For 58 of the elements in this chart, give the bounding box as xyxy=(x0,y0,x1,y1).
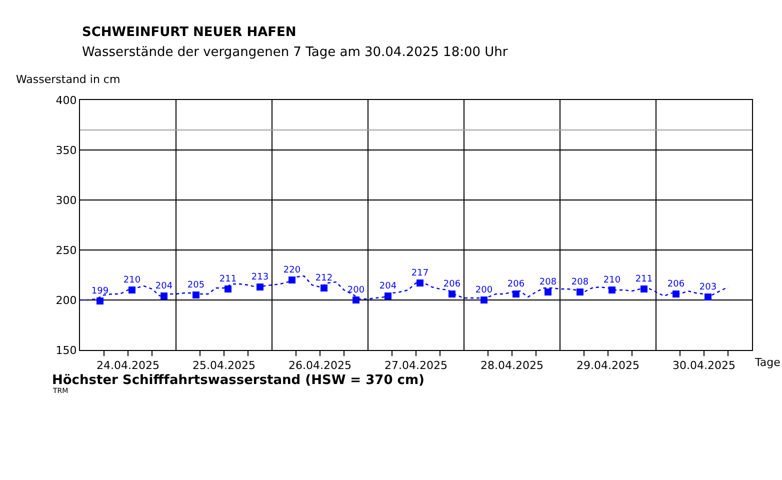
point xyxy=(512,290,520,298)
data-label: 203 xyxy=(699,282,717,292)
point xyxy=(416,280,424,286)
chart-title: SCHWEINFURT NEUER HAFEN xyxy=(82,25,296,40)
y-tick-label: 350 xyxy=(56,144,77,157)
point xyxy=(480,296,488,304)
data-label: 211 xyxy=(635,274,653,284)
x-tick-label: 30.04.2025 xyxy=(672,359,736,372)
data-label: 211 xyxy=(219,274,237,284)
data-label: 213 xyxy=(251,272,269,282)
data-label: 212 xyxy=(315,273,333,284)
x-tick-label: 24.04.2025 xyxy=(96,359,160,372)
y-tick-label: 400 xyxy=(56,94,77,107)
point xyxy=(96,298,104,304)
y-tick-label: 300 xyxy=(56,194,77,207)
data-label: 206 xyxy=(507,279,525,290)
data-label: 206 xyxy=(443,279,461,290)
point xyxy=(608,286,616,294)
data-label: 208 xyxy=(571,277,589,288)
point xyxy=(160,292,168,300)
data-label: 204 xyxy=(155,281,173,292)
data-label: 205 xyxy=(187,280,205,290)
point xyxy=(384,292,392,300)
point xyxy=(704,294,712,300)
x-axis-title: Tage xyxy=(754,356,781,369)
data-label: 200 xyxy=(475,285,493,296)
y-tick-label: 150 xyxy=(56,344,77,357)
point xyxy=(192,292,200,298)
point xyxy=(448,290,456,298)
x-tick-label: 25.04.2025 xyxy=(192,359,256,372)
point xyxy=(224,286,232,292)
data-label: 200 xyxy=(347,285,365,296)
point xyxy=(544,288,552,296)
point xyxy=(640,286,648,292)
point xyxy=(352,296,360,304)
y-tick-label: 200 xyxy=(56,294,77,307)
data-label: 208 xyxy=(539,277,557,288)
chart-subtitle: Wasserstände der vergangenen 7 Tage am 30.04.2025 18:00 Uhr xyxy=(82,45,508,60)
point xyxy=(320,284,328,292)
point xyxy=(288,276,296,284)
x-tick-label: 26.04.2025 xyxy=(288,359,352,372)
data-label: 210 xyxy=(123,275,141,286)
data-label: 210 xyxy=(603,275,621,286)
x-tick-label: 28.04.2025 xyxy=(480,359,544,372)
data-label: 199 xyxy=(91,286,109,296)
data-label: 217 xyxy=(411,268,429,278)
y-tick-label: 250 xyxy=(56,244,77,257)
point xyxy=(256,284,264,290)
point xyxy=(576,288,584,296)
text: Höchster Schifffahrtswasserstand (HSW = 370 cm) xyxy=(52,373,424,388)
y-axis-title: Wasserstand in cm xyxy=(16,73,120,86)
data-label: 204 xyxy=(379,281,397,292)
point xyxy=(672,290,680,298)
data-label: 220 xyxy=(283,265,301,276)
x-tick-label: 29.04.2025 xyxy=(576,359,640,372)
point xyxy=(128,286,136,294)
data-label: 206 xyxy=(667,279,685,290)
x-tick-label: 27.04.2025 xyxy=(384,359,448,372)
